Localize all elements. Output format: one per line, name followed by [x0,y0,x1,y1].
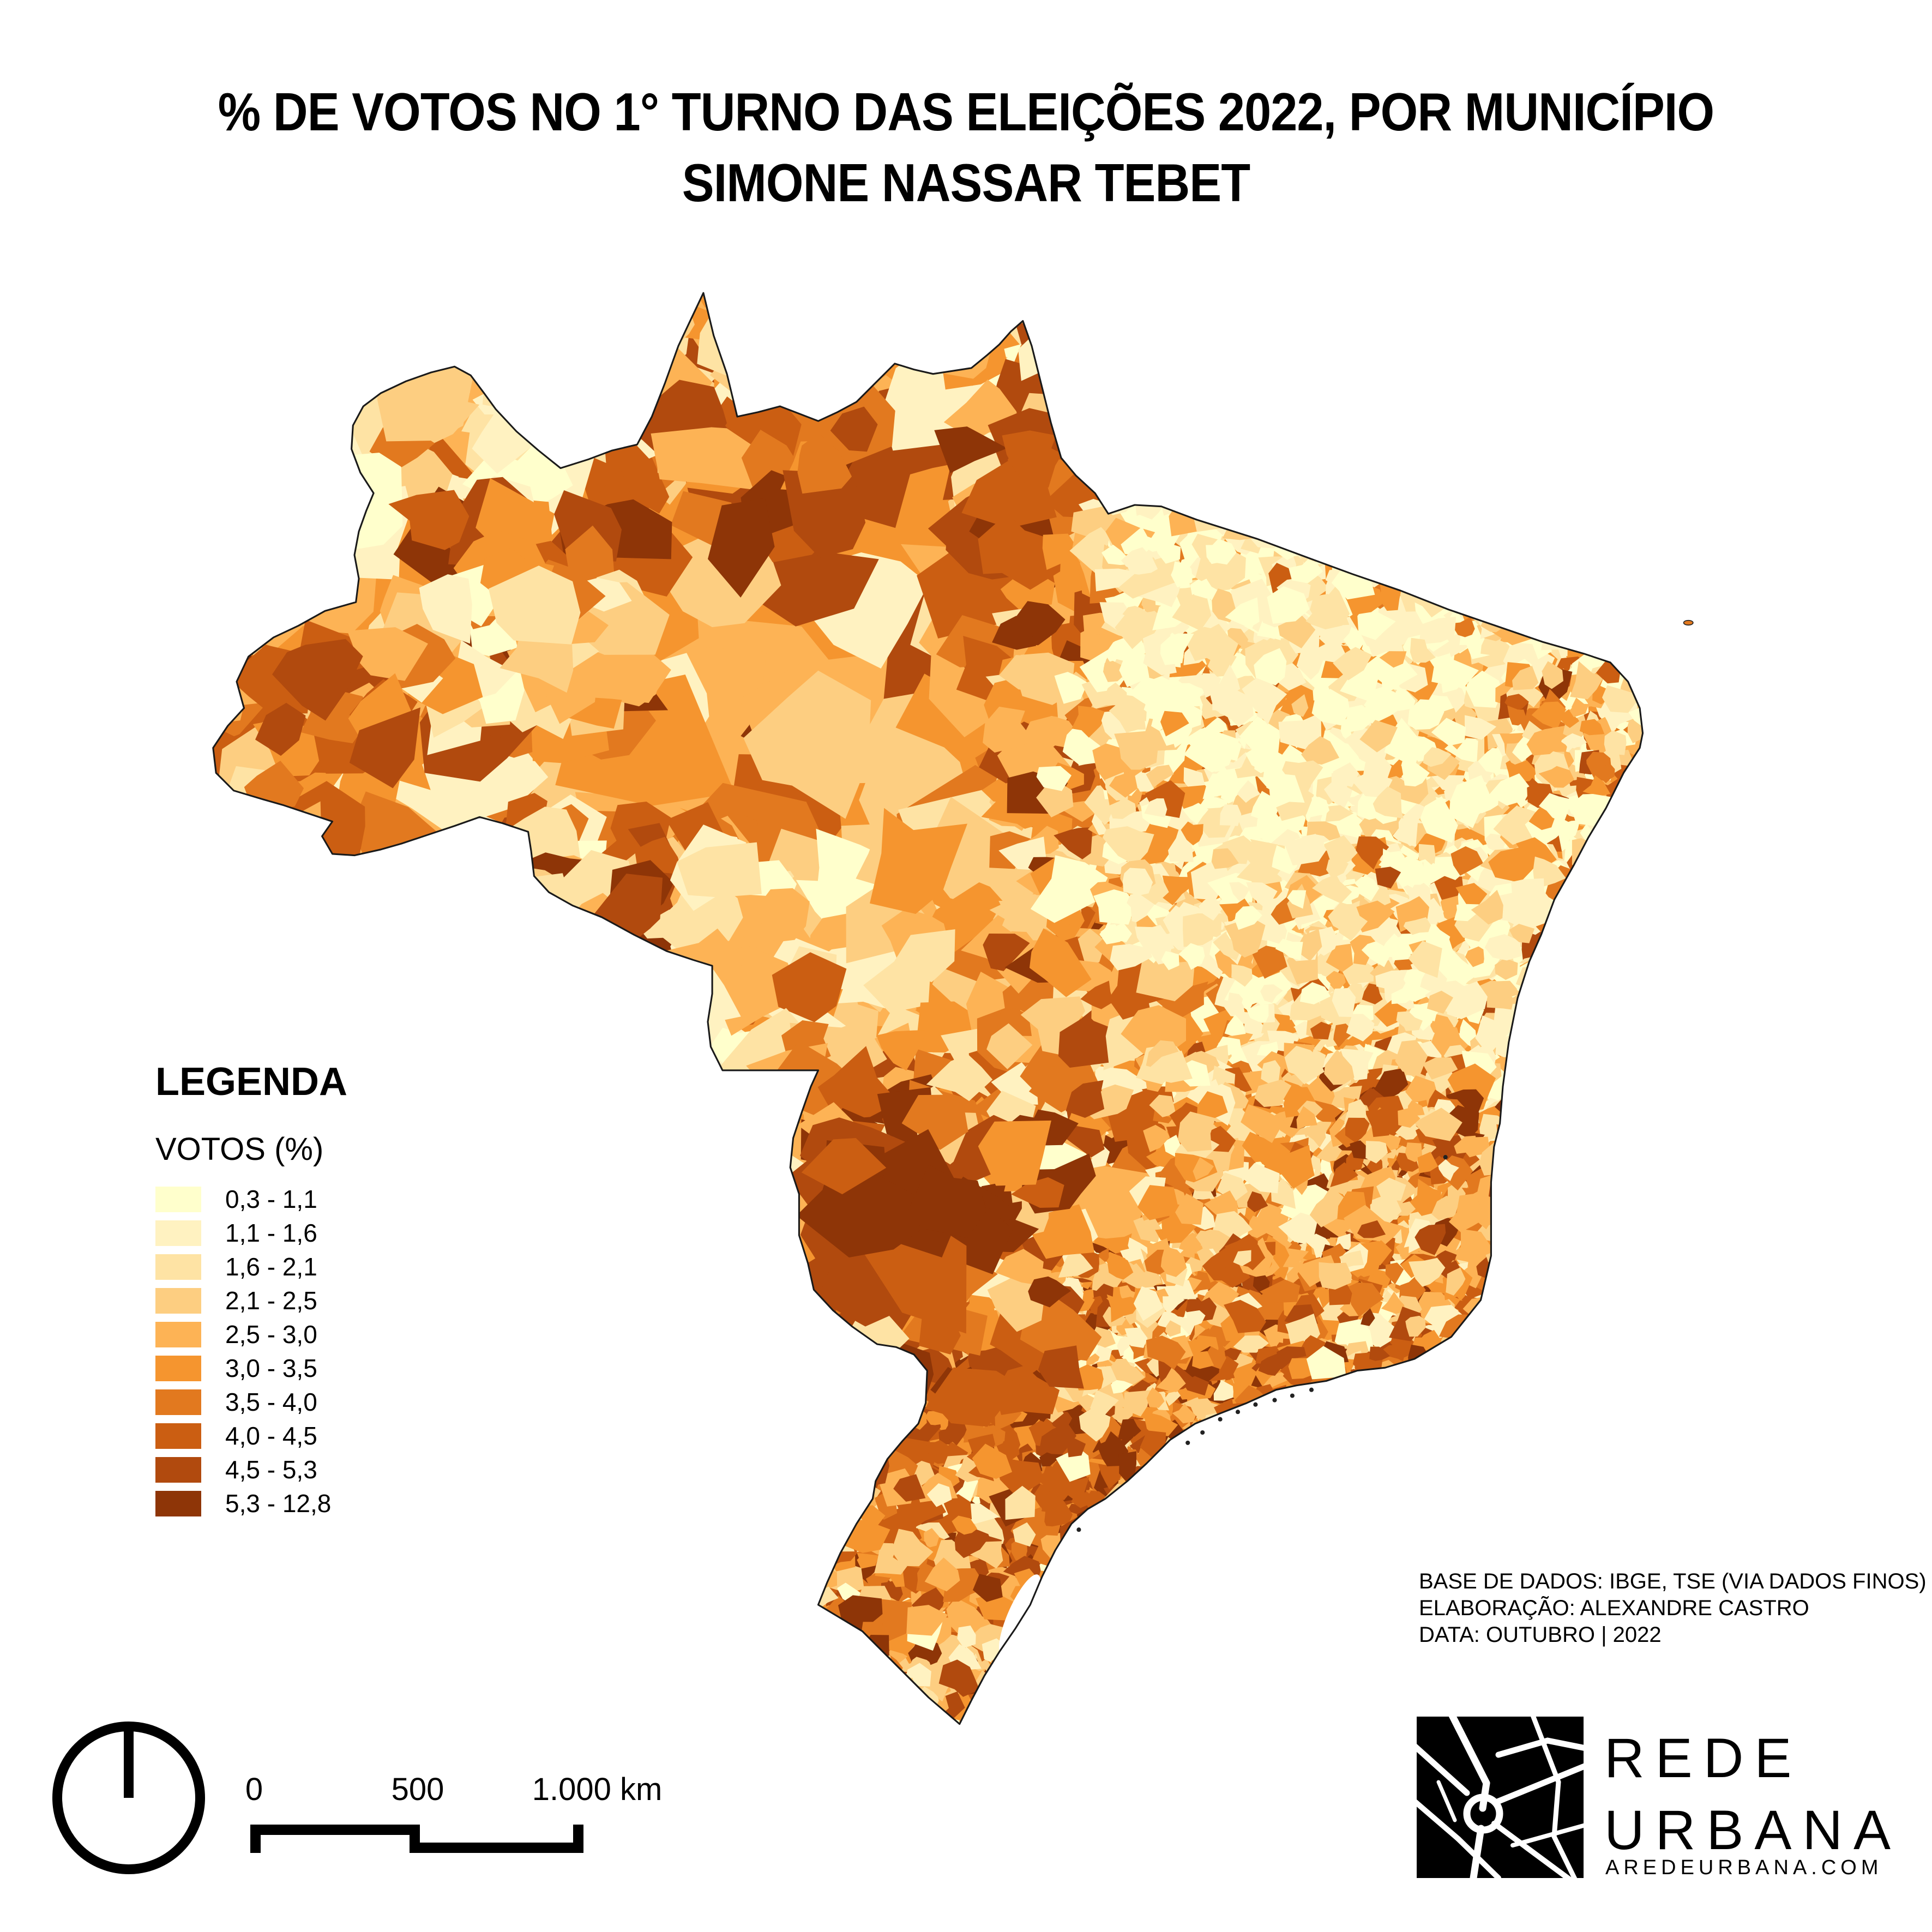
legend-class-label: 5,3 - 12,8 [225,1489,332,1518]
scale-bar [250,1825,583,1853]
credits-source: BASE DE DADOS: IBGE, TSE (VIA DADOS FINO… [1419,1569,1927,1593]
legend-class-row: 0,3 - 1,1 [155,1187,347,1212]
legend-class-row: 4,0 - 4,5 [155,1423,347,1449]
legend-swatch [155,1491,201,1516]
legend-heading: LEGENDA [155,1060,348,1104]
legend: LEGENDA VOTOS (%) 0,3 - 1,1 1,1 - 1,6 1,6 … [155,1062,347,1525]
legend-class-row: 2,1 - 2,5 [155,1288,347,1314]
municipality-mosaic [213,293,1643,1724]
credits-author: ELABORAÇÃO: ALEXANDRE CASTRO [1419,1596,1809,1620]
legend-swatch [155,1254,201,1280]
legend-class-label: 1,6 - 2,1 [225,1253,317,1281]
legend-class-label: 4,0 - 4,5 [225,1422,317,1450]
scalebar-label-500: 500 [391,1772,444,1807]
legend-class-row: 2,5 - 3,0 [155,1322,347,1347]
credits-date: DATA: OUTUBRO | 2022 [1419,1623,1662,1647]
logo-map-tile-icon [1417,1717,1584,1878]
legend-class-label: 3,0 - 3,5 [225,1354,317,1382]
legend-class-label: 1,1 - 1,6 [225,1219,317,1247]
logo-wordmark-line2: URBANA [1604,1799,1902,1861]
scalebar-label-1000km: 1.000 km [532,1772,663,1807]
legend-swatch [155,1288,201,1314]
logo-website: AREDEURBANA.COM [1605,1856,1883,1879]
legend-class-row: 3,5 - 4,0 [155,1389,347,1415]
legend-class-label: 2,5 - 3,0 [225,1320,317,1349]
page-title: % DE VOTOS NO 1° TURNO DAS ELEIÇÕES 2022… [0,76,1932,218]
legend-subheading: VOTOS (%) [155,1131,324,1167]
legend-swatch [155,1220,201,1246]
legend-swatch [155,1457,201,1483]
legend-class-row: 1,6 - 2,1 [155,1254,347,1280]
map-title-line2: SIMONE NASSAR TEBET [682,153,1250,213]
scalebar-label-0: 0 [245,1772,263,1807]
legend-class-label: 2,1 - 2,5 [225,1286,317,1315]
legend-class-label: 4,5 - 5,3 [225,1455,317,1484]
legend-swatch [155,1356,201,1381]
map-title-line1: % DE VOTOS NO 1° TURNO DAS ELEIÇÕES 2022… [218,82,1714,142]
legend-swatch [155,1389,201,1415]
lagoa-dos-patos [998,1574,1041,1656]
legend-class-label: 0,3 - 1,1 [225,1185,317,1213]
legend-class-row: 1,1 - 1,6 [155,1220,347,1246]
legend-swatch [155,1187,201,1212]
logo-wordmark-line1: REDE [1604,1727,1803,1789]
country-coastline [212,292,1644,1725]
legend-rows: 0,3 - 1,1 1,1 - 1,6 1,6 - 2,1 2,1 - 2,5 2,5 … [155,1187,347,1516]
legend-class-row: 5,3 - 12,8 [155,1491,347,1516]
legend-class-row: 3,0 - 3,5 [155,1356,347,1381]
legend-class-row: 4,5 - 5,3 [155,1457,347,1483]
credits-block: BASE DE DADOS: IBGE, TSE (VIA DADOS FINO… [1419,1568,1927,1648]
legend-class-label: 3,5 - 4,0 [225,1388,317,1416]
north-compass-icon [52,1722,205,1874]
legend-swatch [155,1423,201,1449]
legend-swatch [155,1322,201,1347]
